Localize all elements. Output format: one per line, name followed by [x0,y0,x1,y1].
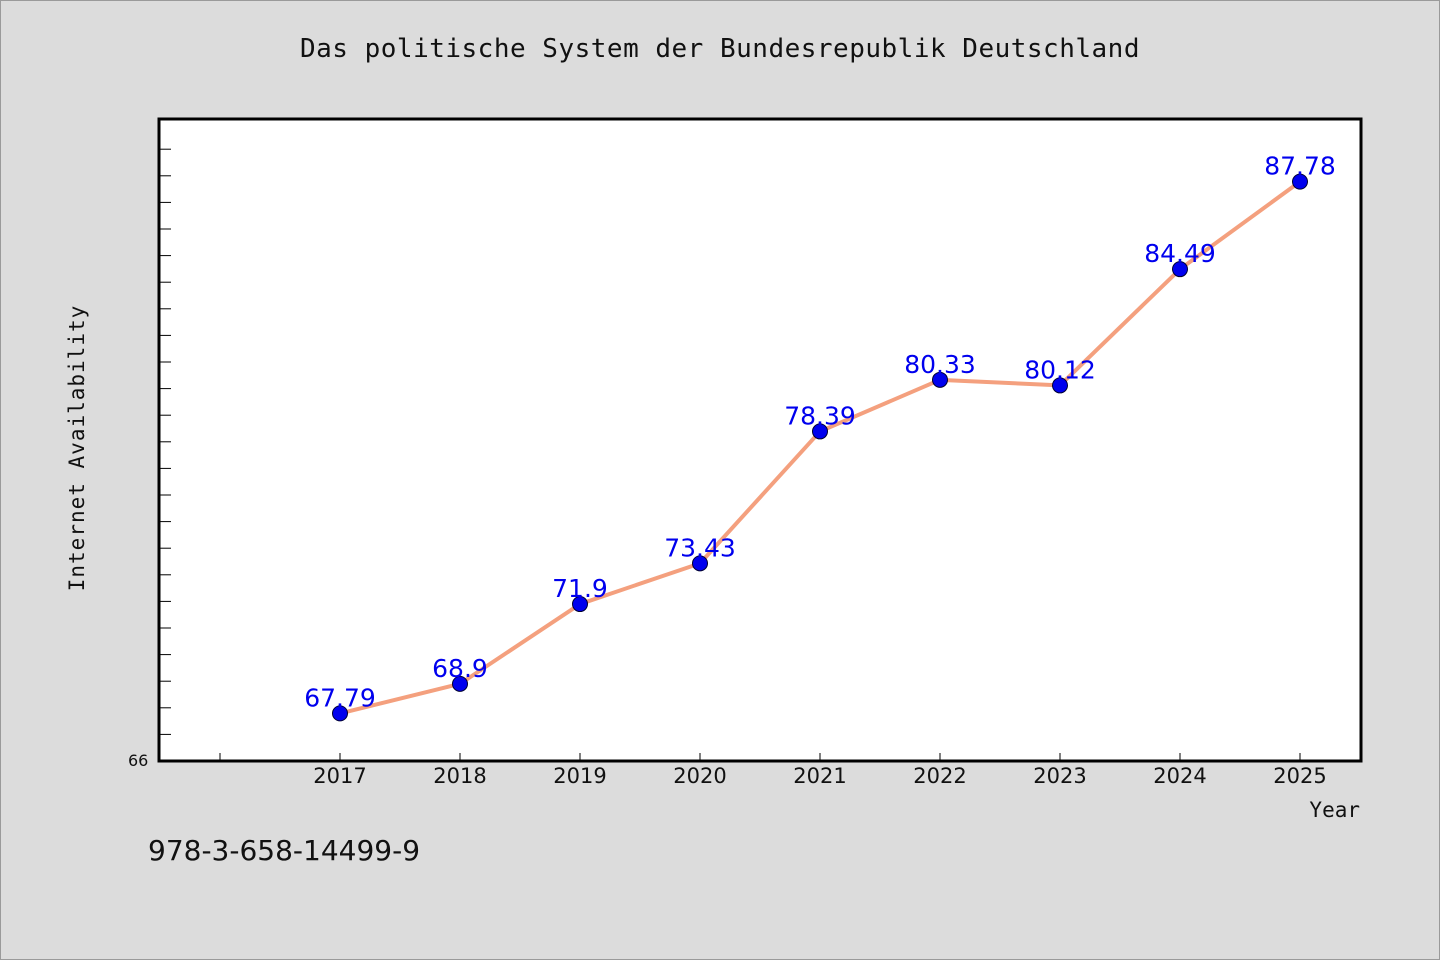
data-point [572,596,588,613]
chart-title: Das politische System der Bundesrepublik… [300,34,1140,64]
plot-area [157,117,1363,763]
data-labels: 67.79 68.9 71.9 73.43 78.39 80.33 80.12 84.49 87… [304,152,1336,713]
data-point [1052,377,1068,394]
data-point [1292,173,1308,190]
x-tick-label: 2023 [1033,764,1086,788]
data-point [692,555,708,572]
x-tick-label: 2025 [1273,764,1326,788]
data-point [812,423,828,440]
footnote-isbn: 978-3-658-14499-9 [148,834,421,867]
data-label: 73.43 [664,533,736,562]
data-label: 71.9 [552,574,608,603]
y-min-label: 66 [128,751,148,770]
data-point [332,705,348,722]
data-label: 78.39 [784,401,856,430]
data-label: 67.79 [304,683,376,712]
x-tick-label: 2022 [913,764,966,788]
data-label: 80.33 [904,350,976,379]
y-axis-label: Internet Availability [65,305,89,592]
data-label: 87.78 [1264,152,1336,181]
x-tick-label: 2018 [433,764,486,788]
data-point [1172,261,1188,278]
data-label: 84.49 [1144,239,1216,268]
x-ticks: 2017 2018 2019 2020 2021 2022 2023 2024 2025 [219,753,1327,788]
data-point [452,675,468,692]
data-point [932,371,948,388]
data-label: 68.9 [432,654,488,683]
x-axis-label: Year [1309,798,1360,822]
x-tick-label: 2024 [1153,764,1206,788]
x-tick-label: 2021 [793,764,846,788]
data-label: 80.12 [1024,355,1096,384]
y-ticks [159,148,171,735]
x-tick-label: 2020 [673,764,726,788]
series-markers [332,173,1308,722]
x-tick-label: 2017 [313,764,366,788]
x-tick-label: 2019 [553,764,606,788]
